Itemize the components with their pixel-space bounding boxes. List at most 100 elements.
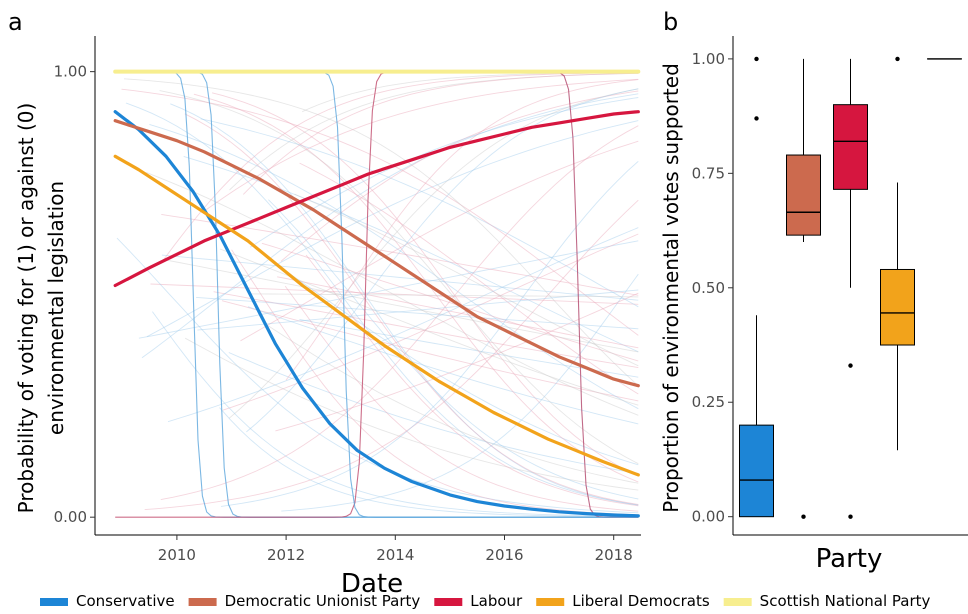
panel-a-background-lines	[115, 71, 639, 518]
legend-label-liberal-democrats: Liberal Democrats	[572, 592, 710, 610]
series-line-democratic-unionist-party	[113, 119, 640, 388]
legend-swatch-liberal-democrats	[536, 598, 565, 606]
panel-b-y-tick-label: 1.00	[692, 50, 725, 68]
panel-b-y-tick-label: 0.00	[692, 508, 725, 526]
background-mp-line	[299, 162, 639, 395]
background-mp-line	[162, 72, 639, 262]
background-mp-line	[197, 289, 639, 331]
box-democratic-unionist-party	[786, 154, 821, 236]
background-mp-line	[285, 79, 639, 381]
panel-a-ylabel-line2: environmental legislation	[44, 181, 68, 435]
background-mp-line	[265, 256, 639, 466]
box-outlier-conservative	[754, 116, 759, 121]
background-mp-line	[249, 97, 639, 248]
panel-b-ylabel: Proportion of environmental votes suppor…	[659, 63, 683, 513]
legend-label-conservative: Conservative	[76, 592, 175, 610]
box-conservative	[739, 424, 774, 518]
box-outlier-labour	[848, 363, 853, 368]
background-mp-line	[193, 93, 639, 483]
background-mp-line	[294, 193, 639, 367]
legend-swatch-scottish-national-party	[723, 598, 752, 606]
panel-a-x-tick-label: 2012	[267, 546, 305, 564]
panel-a-ylabel-line1: Probability of voting for (1) or against…	[14, 103, 38, 514]
background-mp-line	[138, 240, 639, 339]
background-mp-line	[284, 285, 639, 512]
panel-b-y-tick-label: 0.50	[692, 279, 725, 297]
series-line-conservative	[113, 110, 640, 518]
panel-a-x-tick-label: 2016	[485, 546, 523, 564]
background-mp-line	[267, 325, 639, 484]
panel-a-x-tick-label: 2014	[376, 546, 414, 564]
background-mp-line	[144, 199, 639, 511]
panel-a-series	[113, 69, 641, 518]
background-mp-line	[247, 306, 639, 425]
legend-label-scottish-national-party: Scottish National Party	[760, 592, 931, 610]
background-mp-line	[116, 237, 639, 514]
background-mp-line	[275, 292, 639, 432]
background-mp-line	[211, 92, 639, 477]
box-liberal-democrats	[880, 268, 915, 346]
legend-label-labour: Labour	[470, 592, 523, 610]
background-mp-line	[160, 125, 639, 501]
series-line-liberal-democrats	[113, 154, 640, 477]
background-mp-line	[170, 103, 639, 506]
panel-a-y-tick-label: 0.00	[54, 508, 87, 526]
background-mp-line	[167, 259, 639, 353]
panel-a-x-tick-label: 2018	[595, 546, 633, 564]
legend: Conservative Democratic Unionist Party Lab…	[40, 592, 931, 610]
background-mp-line	[246, 88, 639, 433]
background-mp-line	[222, 233, 639, 411]
box-outlier-conservative	[754, 56, 759, 62]
background-mp-line	[261, 242, 639, 362]
panel-b-plot: 0.00 0.25 0.50 0.75 1.00	[692, 36, 968, 536]
background-mp-line	[146, 120, 639, 338]
background-mp-line	[220, 160, 639, 507]
legend-label-democratic-unionist-party: Democratic Unionist Party	[225, 592, 421, 610]
background-mp-line	[146, 171, 639, 416]
background-mp-line	[184, 337, 639, 491]
panel-a-xlabel: Date	[341, 569, 403, 599]
panel-a-axes: 2010 2012 2014 2016 2018 0.00 1.00	[54, 36, 641, 564]
background-mp-line	[281, 273, 639, 512]
background-mp-line	[242, 72, 639, 195]
background-mp-line	[240, 140, 639, 342]
box-outlier-liberal-democrats	[895, 56, 900, 62]
panel-a-label: a	[8, 8, 23, 36]
legend-swatch-conservative	[40, 598, 68, 606]
panel-b-xlabel: Party	[816, 544, 883, 574]
box-outlier-labour	[848, 514, 853, 519]
background-mp-line	[202, 78, 639, 213]
background-mp-line	[150, 283, 639, 305]
background-mp-line	[229, 72, 639, 191]
background-mp-line	[200, 118, 639, 308]
background-mp-line	[213, 291, 639, 369]
background-mp-line	[219, 407, 639, 518]
panel-b-label: b	[663, 8, 678, 36]
background-mp-line	[196, 296, 639, 330]
background-mp-line	[268, 199, 639, 500]
background-mp-line	[299, 319, 639, 378]
background-mp-line	[161, 254, 639, 301]
background-mp-line	[277, 276, 639, 349]
background-mp-line	[121, 88, 639, 336]
background-mp-line	[152, 311, 639, 517]
background-mp-line	[125, 102, 639, 506]
series-line-labour	[113, 110, 640, 288]
panel-b-y-tick-label: 0.75	[692, 164, 725, 182]
background-mp-line	[161, 213, 639, 296]
panel-a-x-tick-label: 2010	[158, 546, 196, 564]
background-mp-line	[167, 227, 639, 423]
background-mp-line	[221, 300, 639, 402]
box-labour	[833, 104, 868, 190]
background-mp-line	[149, 123, 639, 410]
background-mp-line	[159, 90, 639, 465]
panel-a-y-tick-label: 1.00	[54, 63, 87, 81]
legend-swatch-democratic-unionist-party	[188, 598, 217, 606]
background-mp-line	[141, 93, 639, 359]
legend-swatch-labour	[434, 598, 463, 606]
background-mp-line	[123, 78, 639, 387]
panel-a-plot: 2010 2012 2014 2016 2018 0.00 1.00	[54, 36, 641, 564]
panel-b-y-tick-label: 0.25	[692, 393, 725, 411]
box-outlier-democratic-unionist-party	[801, 514, 806, 519]
